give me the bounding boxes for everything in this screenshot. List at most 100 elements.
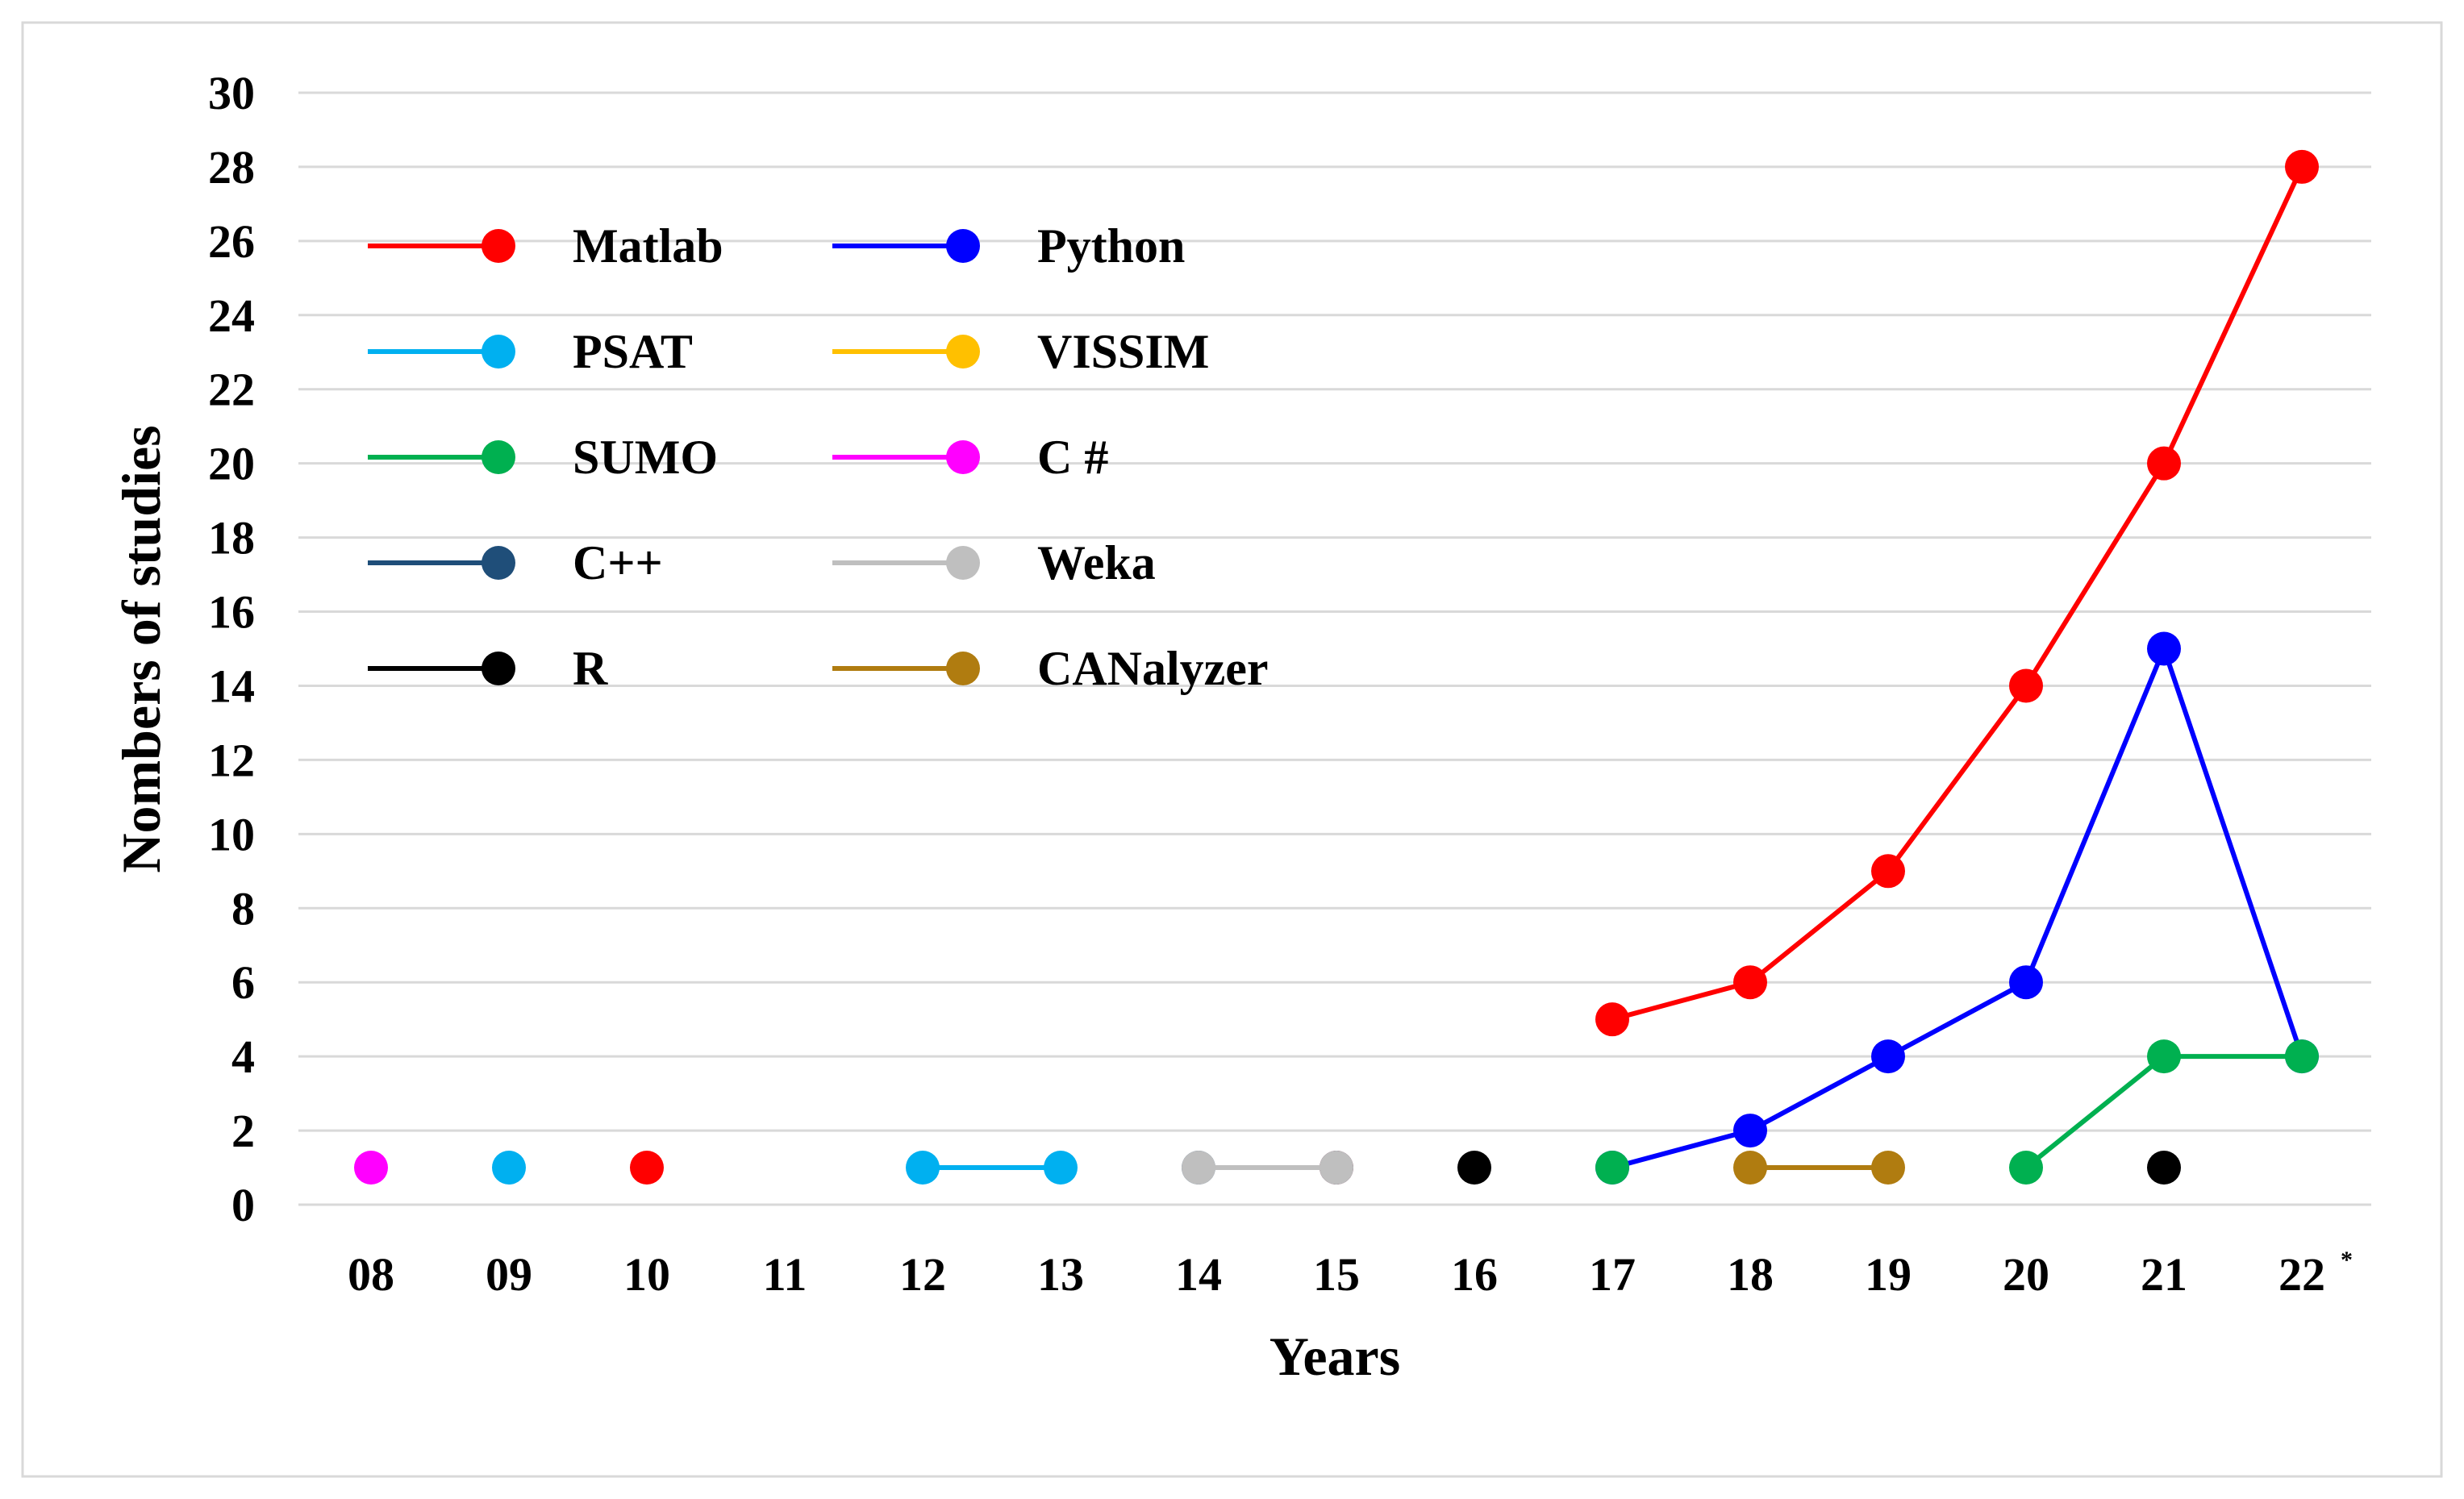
legend-label: CANalyzer: [1037, 642, 1269, 695]
series-weka: [1182, 1151, 1353, 1185]
legend-swatch-marker: [946, 546, 980, 580]
data-point: [1733, 1151, 1767, 1185]
series-r: [1457, 1151, 2181, 1185]
y-tick-label: 8: [231, 882, 255, 935]
series-line-segment: [2024, 647, 2166, 984]
data-point: [1871, 1151, 1905, 1185]
series-line-segment: [2024, 1054, 2166, 1170]
data-point: [1320, 1151, 1353, 1185]
legend: Matlab Python PSAT VISSIM SUMO C # C++ Weka R CAN…: [368, 219, 1269, 695]
series-line-segment: [1887, 980, 2028, 1059]
x-tick-label: 20: [2003, 1248, 2049, 1301]
legend-item: CANalyzer: [832, 642, 1269, 695]
legend-item: VISSIM: [832, 325, 1209, 378]
y-tick-label: 28: [208, 141, 255, 194]
series-sumo: [1595, 1039, 2319, 1185]
data-point: [2147, 631, 2181, 666]
series-line-segment: [1611, 980, 1751, 1022]
y-tick-label: 30: [208, 67, 255, 119]
chart-frame: [21, 21, 2443, 1478]
data-point: [2009, 1151, 2043, 1185]
data-point: [630, 1151, 664, 1185]
y-axis-title: Nombers of studies: [110, 425, 172, 872]
legend-swatch-marker: [482, 229, 515, 263]
data-point: [2009, 965, 2043, 1000]
y-tick-label: 14: [208, 660, 255, 712]
data-point: [2285, 1039, 2319, 1074]
x-tick-label: 16: [1451, 1248, 1498, 1301]
legend-label: R: [573, 642, 608, 695]
data-point: [2285, 149, 2319, 184]
series-line-segment: [1611, 1128, 1751, 1170]
legend-label: VISSIM: [1037, 325, 1209, 378]
series-line-segment: [1886, 684, 2028, 873]
data-point: [1595, 1002, 1629, 1037]
data-point: [1595, 1151, 1629, 1185]
data-point: [1871, 854, 1905, 889]
x-tick-label: 14: [1175, 1248, 1222, 1301]
legend-label: SUMO: [573, 431, 718, 484]
gridlines: [298, 91, 2371, 1206]
series-layer: [354, 149, 2319, 1185]
data-point: [1871, 1039, 1905, 1074]
x-tick-label: 22: [2278, 1248, 2325, 1301]
x-axis-title: Years: [1270, 1326, 1400, 1387]
series-psat: [492, 1151, 1078, 1185]
legend-item: SUMO: [368, 431, 718, 484]
y-tick-label: 2: [231, 1105, 255, 1157]
legend-swatch-marker: [946, 652, 980, 685]
series-c-: [354, 1151, 388, 1185]
data-point: [1044, 1151, 1078, 1185]
data-point: [2009, 668, 2043, 703]
data-point: [354, 1151, 388, 1185]
legend-swatch-marker: [482, 440, 515, 474]
legend-item: Weka: [832, 536, 1156, 589]
legend-label: Python: [1037, 219, 1185, 273]
y-tick-label: 18: [208, 512, 255, 564]
legend-label: C++: [573, 536, 663, 589]
data-point: [906, 1151, 940, 1185]
y-tick-label: 22: [208, 364, 255, 416]
data-point: [1457, 1151, 1491, 1185]
x-tick-labels: 08 09 10 11 12 13 14 15 16 17 18 19 20 21 22 *: [348, 1247, 2353, 1301]
data-point: [1733, 1114, 1767, 1148]
data-point: [1733, 965, 1767, 1000]
legend-item: PSAT: [368, 325, 693, 378]
legend-item: R: [368, 642, 608, 695]
y-tick-label: 0: [231, 1179, 255, 1231]
y-tick-label: 24: [208, 289, 255, 342]
y-tick-label: 6: [231, 956, 255, 1009]
x-tick-label: 19: [1865, 1248, 1912, 1301]
y-tick-label: 12: [208, 734, 255, 786]
legend-label: Weka: [1037, 536, 1156, 589]
x-tick-label: 11: [763, 1248, 807, 1301]
legend-item: C++: [368, 536, 663, 589]
y-tick-label: 26: [208, 215, 255, 268]
legend-label: C #: [1037, 431, 1108, 484]
legend-swatch-marker: [482, 335, 515, 369]
legend-label: Matlab: [573, 219, 723, 273]
series-line-segment: [2162, 647, 2304, 1058]
series-line-segment: [2024, 462, 2166, 688]
data-point: [1182, 1151, 1215, 1185]
data-point: [2147, 446, 2181, 481]
series-line-segment: [2162, 165, 2304, 464]
y-tick-label: 10: [208, 808, 255, 860]
legend-swatch-marker: [482, 652, 515, 685]
x-tick-label: 10: [623, 1248, 670, 1301]
x-tick-label: 21: [2141, 1248, 2187, 1301]
series-line-segment: [1749, 1054, 1890, 1133]
data-point: [492, 1151, 526, 1185]
x-tick-footnote-marker: *: [2341, 1247, 2353, 1273]
data-point: [2147, 1151, 2181, 1185]
x-tick-label: 18: [1727, 1248, 1774, 1301]
y-tick-label: 4: [231, 1031, 255, 1083]
x-tick-label: 17: [1589, 1248, 1636, 1301]
legend-swatch-marker: [946, 229, 980, 263]
y-tick-label: 16: [208, 586, 255, 639]
legend-swatch-marker: [482, 546, 515, 580]
legend-item: Python: [832, 219, 1185, 273]
legend-swatch-marker: [946, 335, 980, 369]
